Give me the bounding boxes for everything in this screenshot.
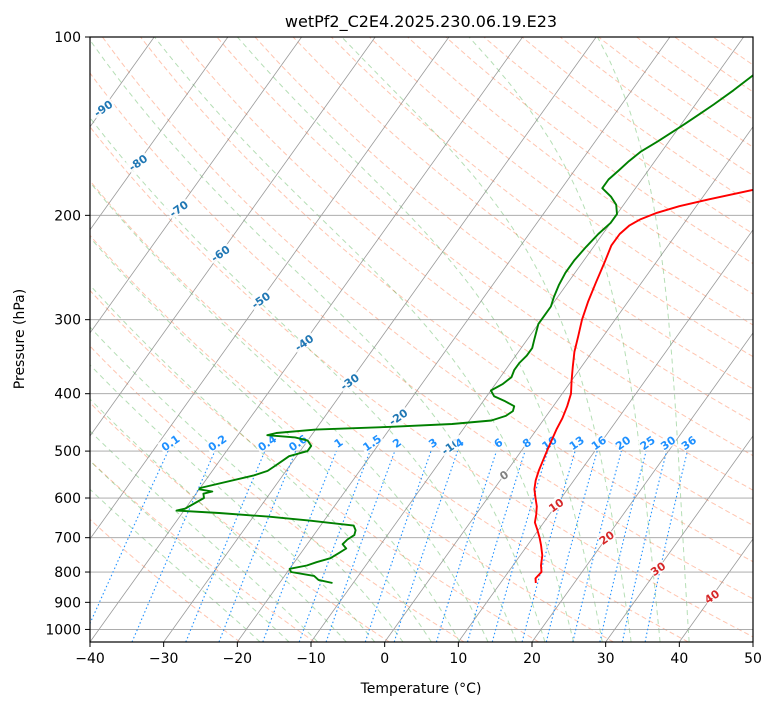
moist-adiabat-line [90,236,461,642]
dry-adiabat-line [292,37,753,390]
isotherm-line [310,37,744,642]
isotherm-line [384,126,753,642]
plot-frame [89,36,754,643]
chart-title: wetPf2_C2E4.2025.230.06.19.E23 [285,12,557,32]
x-tick-label: 30 [597,651,615,667]
mixing-ratio-line [185,450,266,642]
dry-adiabat-line [407,37,753,295]
mixing-ratio-line [491,450,549,642]
moist-adiabat-line [237,37,603,642]
mixing-ratio-line [599,450,647,642]
dry-adiabat-line [254,37,753,423]
dewpoint-profile-line [175,74,753,584]
moist-adiabat-line [90,430,319,642]
dry-adiabat-line [369,37,753,326]
mixing-ratio-line [262,450,337,642]
x-tick-label: −40 [75,651,105,667]
moist-adiabat-line [90,364,376,642]
isotherm-line [90,37,302,334]
isotherm-line [90,37,229,231]
x-tick-label: −20 [223,651,253,667]
background-lines [90,37,753,642]
moist-adiabat-line [90,116,517,642]
moist-adiabat-line [90,181,489,642]
y-axis-ticks: 100 200 300 400 500 600 700 800 900 1000 [45,30,90,638]
mixing-ratio-line [572,450,622,642]
mixing-ratio-line [131,450,216,642]
mixing-ratio-line [545,450,598,642]
dry-adiabat-line [90,459,315,642]
mixing-ratio-line [621,450,668,642]
isotherm-line [90,37,450,540]
y-tick-label: 600 [54,491,81,507]
isotherm-line [457,229,753,642]
x-tick-label: −10 [296,651,326,667]
y-tick-label: 100 [54,30,81,46]
y-axis-title: Pressure (hPa) [12,289,28,389]
y-tick-label: 500 [54,444,81,460]
dry-adiabat-line [140,37,753,527]
moist-adiabat-line [468,37,661,642]
dry-adiabat-line [90,72,753,600]
y-tick-label: 800 [54,565,81,581]
dry-adiabat-line [101,37,753,563]
x-tick-label: 0 [380,651,389,667]
y-tick-label: 200 [54,208,81,224]
x-tick-label: −30 [149,651,179,667]
isotherm-line [236,37,671,642]
moist-adiabat-line [597,37,690,642]
y-tick-label: 300 [54,313,81,329]
y-tick-label: 400 [54,387,81,403]
temperature-profile-line [533,188,753,584]
isotherm-line [163,37,597,642]
x-axis-ticks: −40 −30 −20 −10 0 10 20 30 40 50 [75,642,762,667]
dry-adiabat-line [90,402,390,642]
moist-adiabat-line [90,398,347,642]
isotherm-line [90,37,376,437]
dry-adiabat-line [90,289,540,642]
moist-adiabat-line [90,488,261,642]
mixing-ratio-line [521,450,576,642]
y-tick-label: 1000 [45,622,81,638]
mixing-ratio-line [364,450,432,642]
mixing-ratio-line [298,450,371,642]
sounding-profiles [175,74,753,584]
mixing-ratio-line [435,450,498,642]
dry-adiabat-line [90,234,614,642]
x-tick-label: 40 [670,651,688,667]
isotherm-line [678,538,753,642]
isotherm-line [605,435,753,642]
x-tick-label: 50 [744,651,762,667]
mixing-ratio-line [325,450,396,642]
moist-adiabat-line [154,37,575,642]
mixing-ratio-line [644,450,688,642]
x-tick-label: 10 [449,651,467,667]
mixing-ratio-line [393,450,459,642]
moist-adiabat-line [341,37,632,642]
x-axis-title: Temperature (°C) [360,681,482,697]
mixing-ratio-line [466,450,526,642]
x-tick-label: 20 [523,651,541,667]
y-tick-label: 700 [54,531,81,547]
dry-adiabat-line [90,180,689,642]
y-tick-label: 900 [54,595,81,611]
mixing-ratio-line [218,450,297,642]
